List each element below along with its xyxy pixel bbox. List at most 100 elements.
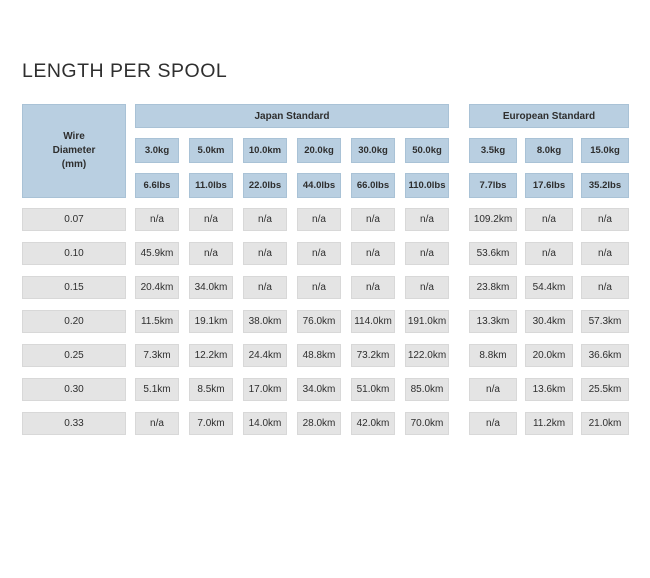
data-cell: n/a [405, 208, 449, 231]
length-per-spool-table: Wire Diameter (mm) Japan Standard Europe… [22, 104, 629, 435]
data-cell: n/a [525, 242, 573, 265]
data-cell: 76.0km [297, 310, 341, 333]
row-label: 0.15 [22, 276, 126, 299]
data-cell: 38.0km [243, 310, 287, 333]
data-cell: n/a [189, 208, 233, 231]
data-cell: n/a [135, 208, 179, 231]
data-cell: n/a [243, 208, 287, 231]
table-row: 0.30 5.1km 8.5km 17.0km 34.0km 51.0km 85… [22, 378, 629, 401]
data-cell: 8.8km [469, 344, 517, 367]
data-cell: 20.4km [135, 276, 179, 299]
page-title: LENGTH PER SPOOL [22, 60, 228, 82]
header-cell-lbs: 22.0lbs [243, 173, 287, 198]
data-cell: 57.3km [581, 310, 629, 333]
row-label: 0.20 [22, 310, 126, 333]
table-row: 0.20 11.5km 19.1km 38.0km 76.0km 114.0km… [22, 310, 629, 333]
data-cell: n/a [469, 412, 517, 435]
row-label: 0.07 [22, 208, 126, 231]
table-row: 0.15 20.4km 34.0km n/a n/a n/a n/a 23.8k… [22, 276, 629, 299]
data-cell: 14.0km [243, 412, 287, 435]
data-cell: n/a [469, 378, 517, 401]
table-row: 0.10 45.9km n/a n/a n/a n/a n/a 53.6km n… [22, 242, 629, 265]
data-cell: 73.2km [351, 344, 395, 367]
header-cell-lbs: 110.0lbs [405, 173, 449, 198]
kg-header-row: 3.0kg 5.0km 10.0km 20.0kg 30.0kg 50.0kg … [22, 138, 629, 163]
lbs-header-row: 6.6lbs 11.0lbs 22.0lbs 44.0lbs 66.0lbs 1… [22, 173, 629, 198]
data-cell: n/a [297, 242, 341, 265]
data-cell: 13.3km [469, 310, 517, 333]
header-cell-kg: 50.0kg [405, 138, 449, 163]
table-row: 0.25 7.3km 12.2km 24.4km 48.8km 73.2km 1… [22, 344, 629, 367]
data-cell: 20.0km [525, 344, 573, 367]
data-cell: 21.0km [581, 412, 629, 435]
header-cell-kg: 10.0km [243, 138, 287, 163]
header-cell-lbs: 17.6lbs [525, 173, 573, 198]
data-cell: 53.6km [469, 242, 517, 265]
header-cell-kg: 30.0kg [351, 138, 395, 163]
data-cell: n/a [351, 276, 395, 299]
data-cell: 30.4km [525, 310, 573, 333]
data-cell: 122.0km [405, 344, 449, 367]
table-row: 0.33 n/a 7.0km 14.0km 28.0km 42.0km 70.0… [22, 412, 629, 435]
row-label: 0.10 [22, 242, 126, 265]
data-cell: n/a [405, 242, 449, 265]
row-label: 0.33 [22, 412, 126, 435]
header-cell-kg: 3.5kg [469, 138, 517, 163]
header-cell-kg: 3.0kg [135, 138, 179, 163]
data-cell: n/a [581, 276, 629, 299]
data-cell: 17.0km [243, 378, 287, 401]
data-cell: 85.0km [405, 378, 449, 401]
data-cell: n/a [351, 242, 395, 265]
header-cell-kg: 15.0kg [581, 138, 629, 163]
data-cell: n/a [581, 242, 629, 265]
data-cell: n/a [351, 208, 395, 231]
group-header-japan-standard: Japan Standard [135, 104, 449, 128]
data-cell: 114.0km [351, 310, 395, 333]
data-cell: 19.1km [189, 310, 233, 333]
data-cell: 7.0km [189, 412, 233, 435]
data-cell: 42.0km [351, 412, 395, 435]
wire-diameter-header-label: Wire Diameter (mm) [52, 131, 96, 170]
data-cell: 36.6km [581, 344, 629, 367]
header-cell-kg: 5.0km [189, 138, 233, 163]
data-cell: 23.8km [469, 276, 517, 299]
header-cell-lbs: 7.7lbs [469, 173, 517, 198]
data-cell: n/a [243, 276, 287, 299]
data-cell: 48.8km [297, 344, 341, 367]
data-cell: 54.4km [525, 276, 573, 299]
group-header-european-standard: European Standard [469, 104, 629, 128]
header-cell-lbs: 66.0lbs [351, 173, 395, 198]
data-cell: 191.0km [405, 310, 449, 333]
wire-diameter-header: Wire Diameter (mm) [22, 104, 126, 198]
data-cell: n/a [135, 412, 179, 435]
data-cell: n/a [581, 208, 629, 231]
data-cell: n/a [297, 208, 341, 231]
data-cell: 70.0km [405, 412, 449, 435]
data-cell: 51.0km [351, 378, 395, 401]
header-cell-kg: 8.0kg [525, 138, 573, 163]
data-cell: n/a [525, 208, 573, 231]
data-cell: 8.5km [189, 378, 233, 401]
data-cell: 7.3km [135, 344, 179, 367]
row-label: 0.25 [22, 344, 126, 367]
header-cell-kg: 20.0kg [297, 138, 341, 163]
data-cell: 45.9km [135, 242, 179, 265]
data-cell: 12.2km [189, 344, 233, 367]
data-cell: 28.0km [297, 412, 341, 435]
group-header-row: Japan Standard European Standard [22, 104, 629, 128]
data-cell: 13.6km [525, 378, 573, 401]
data-cell: 11.2km [525, 412, 573, 435]
table-row: 0.07 n/a n/a n/a n/a n/a n/a 109.2km n/a… [22, 208, 629, 231]
data-cell: n/a [297, 276, 341, 299]
data-cell: 24.4km [243, 344, 287, 367]
data-cell: n/a [405, 276, 449, 299]
data-cell: 25.5km [581, 378, 629, 401]
data-cell: 34.0km [189, 276, 233, 299]
data-cell: 5.1km [135, 378, 179, 401]
header-cell-lbs: 35.2lbs [581, 173, 629, 198]
header-cell-lbs: 6.6lbs [135, 173, 179, 198]
data-cell: 109.2km [469, 208, 517, 231]
header-cell-lbs: 11.0lbs [189, 173, 233, 198]
row-label: 0.30 [22, 378, 126, 401]
header-cell-lbs: 44.0lbs [297, 173, 341, 198]
